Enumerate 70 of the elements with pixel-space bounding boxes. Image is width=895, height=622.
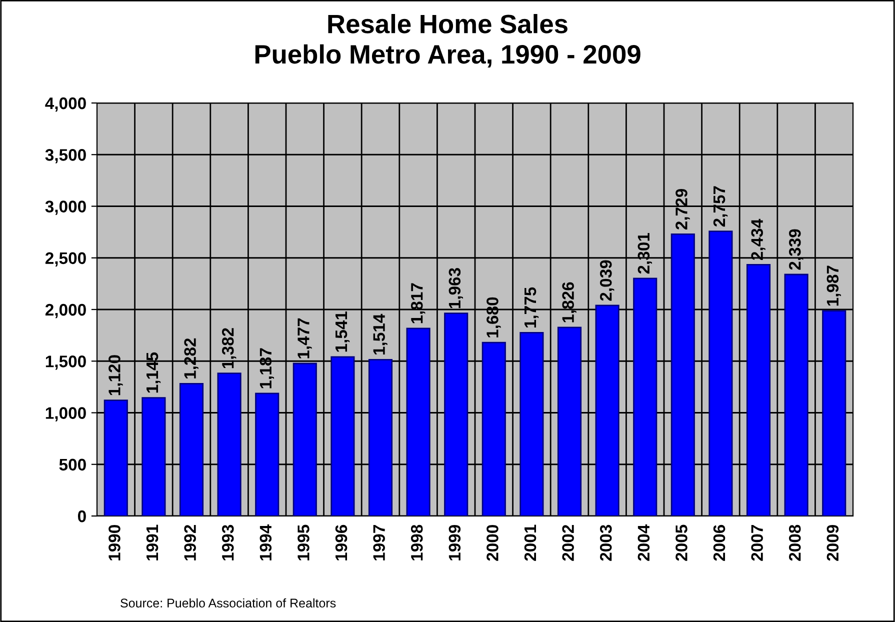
- x-tick-label: 2008: [788, 524, 801, 561]
- data-label: 1,817: [410, 283, 426, 324]
- bar: [255, 392, 280, 516]
- x-tick-label: 1999: [448, 524, 461, 560]
- data-label: 2,039: [600, 260, 614, 301]
- y-tick-label: 3,000: [45, 200, 86, 215]
- bar: [520, 332, 544, 516]
- bar: [557, 326, 582, 516]
- data-label: 1,477: [298, 318, 312, 358]
- data-label: 2,434: [751, 218, 766, 260]
- data-label: 1,282: [184, 338, 198, 378]
- chart-title: Resale Home Sales Pueblo Metro Area, 1990 - 2009: [255, 14, 640, 68]
- bar: [217, 372, 242, 516]
- bar: [595, 304, 620, 516]
- x-tick-label: 1994: [260, 524, 272, 560]
- data-label: 1,987: [826, 266, 841, 306]
- bar: [746, 264, 771, 516]
- x-tick-label: 2002: [562, 524, 574, 561]
- data-label: 2,339: [788, 229, 804, 270]
- x-tick-label: 1992: [184, 524, 196, 560]
- y-tick-label: 3,500: [45, 149, 86, 164]
- bar: [292, 362, 317, 516]
- bar: [444, 312, 468, 516]
- data-label: 1,680: [486, 297, 501, 338]
- data-label: 1,514: [373, 314, 388, 354]
- x-tick-label: 2000: [486, 525, 498, 561]
- data-label: 1,541: [336, 311, 350, 352]
- bar: [822, 310, 846, 516]
- data-label: 2,729: [676, 188, 690, 230]
- y-tick-label: 1,500: [46, 356, 86, 370]
- x-tick-label: 1998: [410, 524, 423, 560]
- x-tick-label: 2006: [713, 524, 726, 561]
- data-label: 1,826: [562, 282, 576, 322]
- x-tick-label: 2003: [600, 524, 612, 561]
- source-note: Source: Pueblo Association of Realtors: [120, 598, 336, 608]
- bar: [708, 230, 733, 516]
- bar: [406, 328, 430, 516]
- x-tick-label: 2005: [676, 524, 688, 561]
- y-tick-label: 0: [78, 510, 86, 522]
- x-tick-label: 2007: [751, 525, 763, 561]
- y-tick-label: 2,500: [45, 252, 86, 266]
- bar: [482, 342, 506, 516]
- bar: [368, 358, 393, 516]
- x-tick-label: 1995: [298, 524, 310, 560]
- x-tick-label: 1991: [146, 524, 158, 560]
- bar: [784, 274, 808, 516]
- data-label: 1,382: [222, 328, 236, 368]
- x-tick-label: 1993: [222, 524, 234, 560]
- x-tick-label: 2001: [524, 524, 536, 561]
- data-label: 2,757: [713, 186, 728, 227]
- bar: [330, 356, 355, 516]
- y-tick-label: 500: [59, 458, 86, 471]
- y-tick-label: 4,000: [45, 97, 86, 112]
- data-label: 1,145: [146, 352, 161, 393]
- data-label: 1,963: [448, 268, 463, 308]
- bar: [633, 278, 658, 516]
- bar: [142, 397, 166, 516]
- y-tick-label: 1,000: [46, 407, 86, 422]
- data-label: 1,775: [524, 287, 539, 328]
- bar: [104, 400, 128, 516]
- x-tick-label: 1997: [373, 525, 385, 560]
- x-tick-label: 1990: [108, 525, 120, 560]
- data-label: 2,301: [638, 233, 652, 274]
- x-tick-label: 2004: [638, 524, 650, 561]
- data-label: 1,187: [260, 348, 274, 388]
- x-tick-label: 2009: [826, 524, 839, 561]
- y-tick-label: 2,000: [45, 304, 86, 318]
- bar: [670, 234, 695, 516]
- x-tick-label: 1996: [335, 524, 348, 560]
- bar: [179, 382, 204, 516]
